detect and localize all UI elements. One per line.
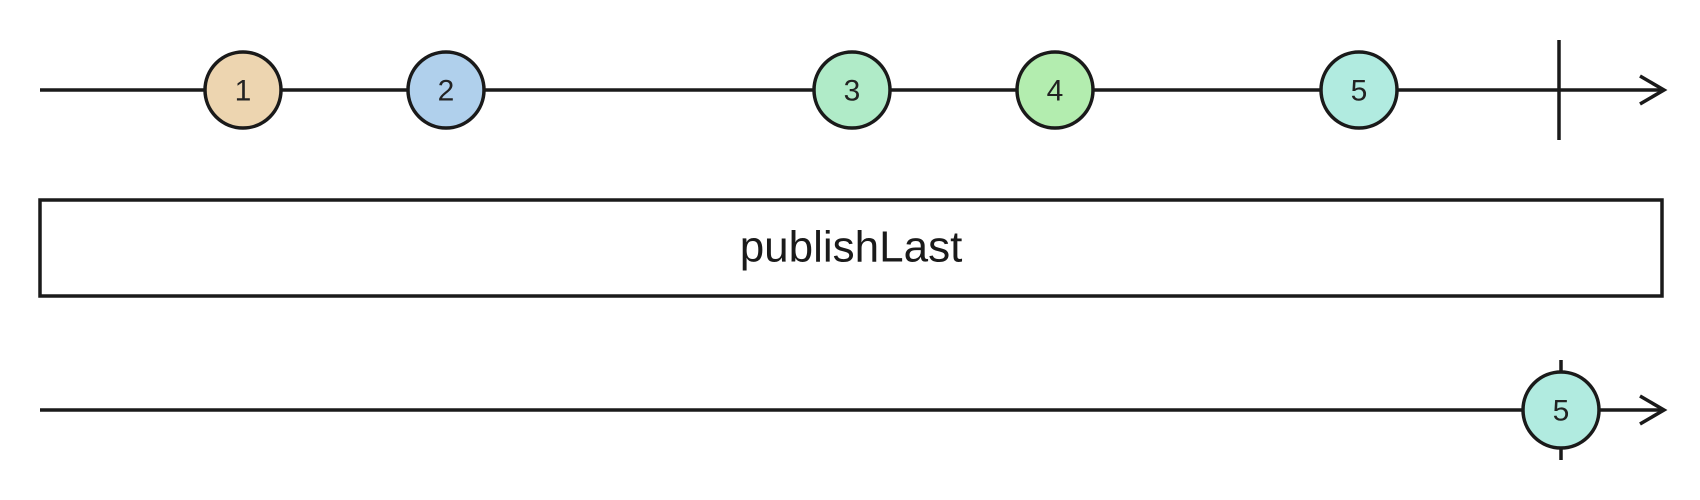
input-marble-label: 4 [1047,75,1064,108]
input-marble-circle [406,50,486,130]
input-marble-circle [203,50,283,130]
operator-label: publishLast [740,223,963,272]
output-marble-circle [1521,370,1601,450]
output-marble-5: 5 [1521,370,1601,450]
output-timeline-arrow-icon [1639,394,1668,426]
input-timeline: 1 2 3 4 5 [40,40,1668,140]
input-marble-2: 2 [406,50,486,130]
input-marble-3: 3 [812,50,892,130]
input-marble-circle [812,50,892,130]
input-timeline-arrow-icon [1639,74,1668,106]
operator-box: publishLast [38,198,1664,298]
input-marble-4: 4 [1015,50,1095,130]
input-marble-5: 5 [1319,50,1399,130]
input-marble-label: 3 [844,75,861,108]
input-marbles: 1 2 3 4 5 [203,50,1399,130]
output-timeline: 5 [40,360,1668,460]
input-marble-label: 5 [1351,75,1368,108]
output-marble-label: 5 [1553,395,1570,428]
input-marble-label: 1 [235,75,252,108]
input-marble-circle [1319,50,1399,130]
operator-rect [38,198,1664,298]
input-marble-1: 1 [203,50,283,130]
input-marble-circle [1015,50,1095,130]
output-marbles: 5 [1521,370,1601,450]
input-marble-label: 2 [438,75,455,108]
